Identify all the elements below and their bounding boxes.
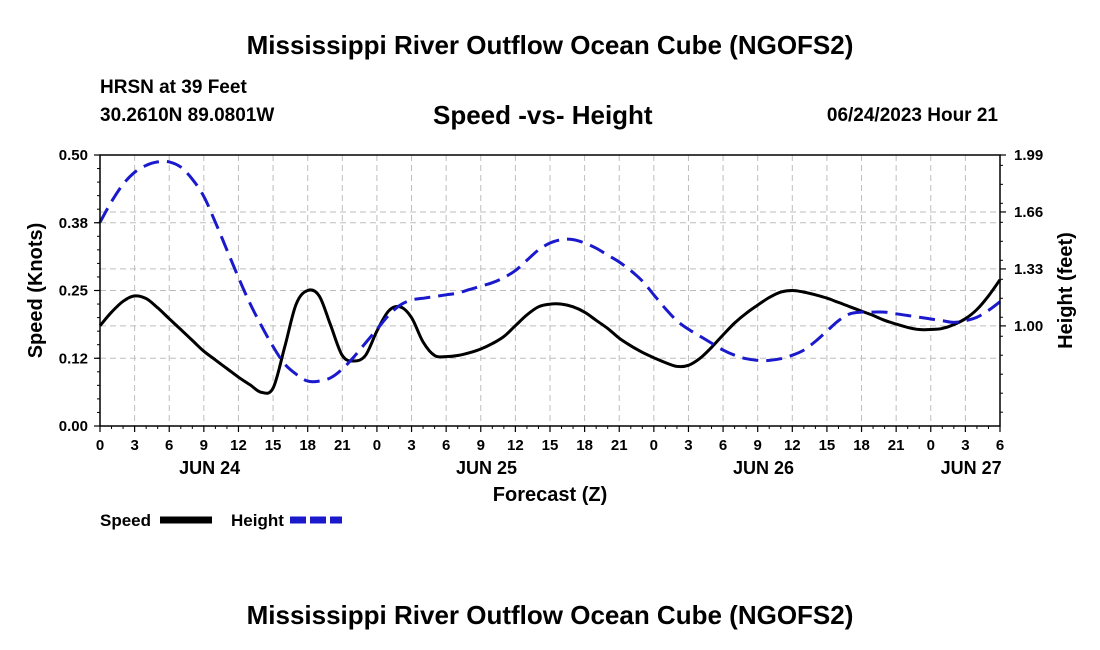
series-line-height (98, 159, 1001, 384)
y-left-tick-label: 0.38 (59, 215, 88, 232)
x-tick-label: 9 (754, 437, 762, 454)
y-right-tick-label: 1.99 (1014, 147, 1043, 164)
chart-title: Mississippi River Outflow Ocean Cube (NG… (246, 30, 854, 60)
y-right-tick-label: 1.66 (1014, 204, 1043, 221)
y-axis-right-title: Height (feet) (1055, 232, 1077, 349)
x-tick-label: 21 (888, 437, 905, 454)
x-tick-label: 12 (230, 437, 247, 454)
legend-label-speed: Speed (100, 511, 151, 530)
x-tick-label: 15 (265, 437, 282, 454)
x-tick-label: 18 (299, 437, 316, 454)
x-tick-label: 0 (650, 437, 658, 454)
y-right-tick-label: 1.33 (1014, 261, 1043, 278)
x-tick-label: 0 (373, 437, 381, 454)
day-label: JUN 24 (179, 458, 240, 478)
series-lines (98, 159, 1002, 395)
x-axis-title: Forecast (Z) (493, 484, 607, 506)
x-tick-label: 12 (507, 437, 524, 454)
x-tick-label: 18 (853, 437, 870, 454)
day-label: JUN 25 (456, 458, 517, 478)
legend: Speed Height (100, 511, 342, 530)
footer-title: Mississippi River Outflow Ocean Cube (NG… (246, 600, 854, 630)
axes: 0 3 6 9 12 15 18 21 0 3 6 9 12 15 18 21 0 3 6 9 12 15 18 21 0 3 6J… (59, 147, 1043, 478)
x-tick-label: 0 (927, 437, 935, 454)
chart-subtitle: Speed -vs- Height (433, 100, 653, 130)
x-tick-label: 12 (784, 437, 801, 454)
y-axis-left-title: Speed (Knots) (25, 223, 47, 359)
x-tick-label: 3 (130, 437, 138, 454)
x-tick-label: 6 (442, 437, 450, 454)
day-label: JUN 27 (941, 458, 1002, 478)
y-left-tick-label: 0.12 (59, 350, 88, 367)
x-tick-label: 3 (684, 437, 692, 454)
x-tick-label: 15 (819, 437, 836, 454)
x-tick-label: 18 (576, 437, 593, 454)
series-line-speed (98, 278, 1002, 395)
y-left-tick-label: 0.25 (59, 283, 88, 300)
x-tick-label: 6 (996, 437, 1004, 454)
station-coordinates: 30.2610N 89.0801W (100, 105, 275, 126)
grid (100, 154, 1000, 426)
y-left-tick-label: 0.00 (59, 418, 88, 435)
x-tick-label: 3 (407, 437, 415, 454)
station-label: HRSN at 39 Feet (100, 77, 247, 98)
x-tick-label: 21 (611, 437, 628, 454)
x-tick-label: 15 (542, 437, 559, 454)
x-tick-label: 9 (200, 437, 208, 454)
x-tick-label: 21 (334, 437, 351, 454)
y-right-tick-label: 1.00 (1014, 318, 1043, 335)
legend-label-height: Height (231, 511, 284, 530)
day-label: JUN 26 (733, 458, 794, 478)
x-tick-label: 3 (961, 437, 969, 454)
forecast-datetime: 06/24/2023 Hour 21 (826, 105, 998, 126)
x-tick-label: 6 (165, 437, 173, 454)
x-tick-label: 6 (719, 437, 727, 454)
y-left-tick-label: 0.50 (59, 147, 88, 164)
x-tick-label: 0 (96, 437, 104, 454)
x-tick-label: 9 (477, 437, 485, 454)
